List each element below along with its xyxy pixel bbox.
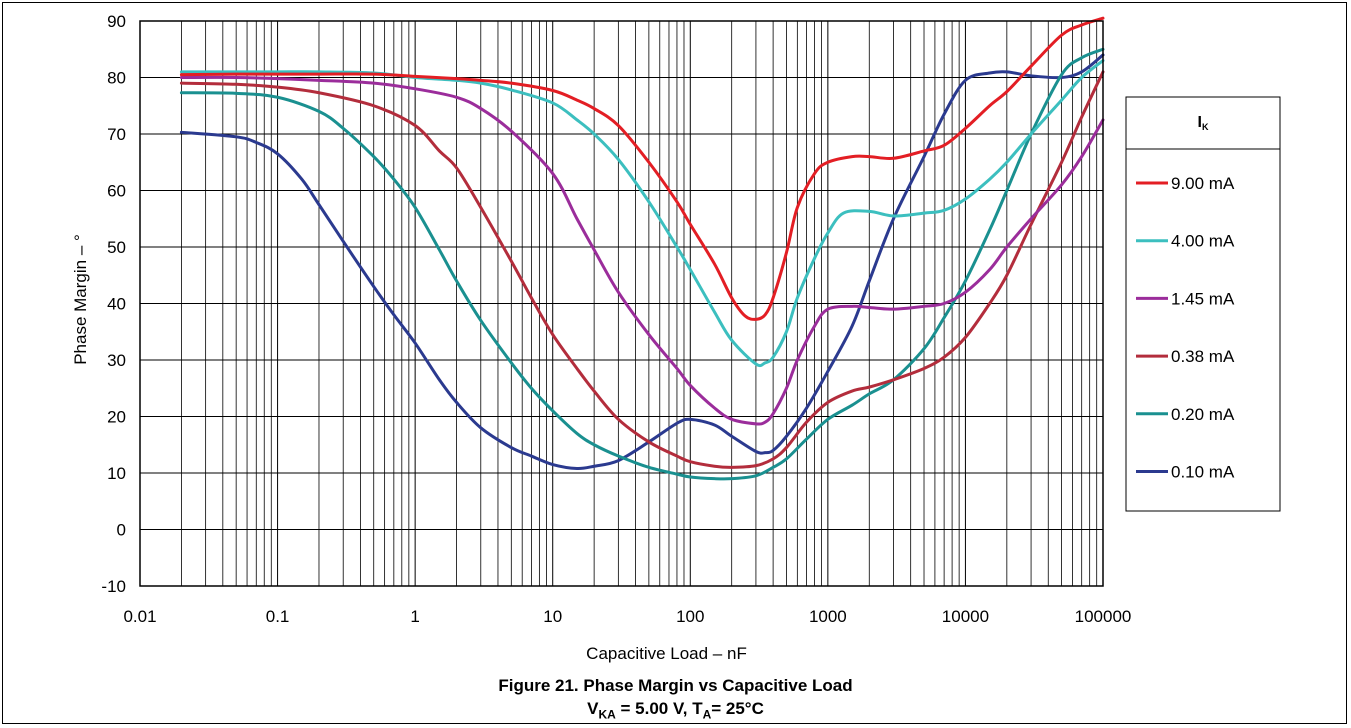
series-line-0-10-ma [179,53,1105,471]
series-line-9-00-ma [179,16,1105,321]
y-tick-label: 80 [107,69,126,88]
y-tick-label: -10 [101,577,126,596]
axis-ticks: -10 0 10 20 30 40 50 60 70 80 90 0.01 0.1 1 10 100 1000 1… [101,12,1131,626]
y-tick-label: 20 [107,408,126,427]
x-tick-label: 0.1 [266,607,290,626]
figure-caption-subtitle: VKA = 5.00 V, TA= 25°C [0,699,1351,721]
subtitle-v-rest: = 5.00 V, T [615,699,703,718]
x-tick-label: 1 [410,607,419,626]
grid [140,20,1103,587]
y-tick-label: 10 [107,464,126,483]
y-tick-label: 50 [107,238,126,257]
legend-box [1125,96,1281,512]
legend: IK 9.00 mA 4.00 mA 1.45 mA 0.38 mA 0.20 mA 0.… [1125,96,1281,512]
figure-caption-title: Figure 21. Phase Margin vs Capacitive Lo… [0,676,1351,696]
y-tick-label: 0 [117,521,126,540]
x-axis-title: Capacitive Load – nF [586,644,747,663]
legend-label: 9.00 mA [1171,174,1235,193]
legend-label: 0.20 mA [1171,405,1235,424]
x-tick-label: 1000 [809,607,847,626]
legend-title: IK [1198,114,1209,132]
series-lines [179,16,1105,481]
series-line-4-00-ma [179,59,1105,368]
y-tick-label: 30 [107,351,126,370]
y-tick-label: 60 [107,182,126,201]
y-tick-label: 90 [107,12,126,31]
legend-label: 4.00 mA [1171,232,1235,251]
subtitle-t-rest: = 25°C [711,699,764,718]
figure-title: Figure 21. Phase Margin vs Capacitive Lo… [498,676,853,695]
phase-margin-chart: -10 0 10 20 30 40 50 60 70 80 90 0.01 0.1 1 10 100 1000 1… [71,12,1281,663]
legend-title-symbol: I [1198,114,1202,131]
legend-title-subscript: K [1202,122,1209,132]
x-tick-label: 10 [543,607,562,626]
x-tick-label: 10000 [942,607,989,626]
plot-area-border [139,20,1104,587]
subtitle-v-symbol: V [587,699,599,718]
y-axis-title: Phase Margin – ° [71,234,90,365]
legend-label: 0.38 mA [1171,347,1235,366]
y-tick-label: 40 [107,295,126,314]
y-tick-label: 70 [107,125,126,144]
x-tick-label: 0.01 [123,607,156,626]
x-tick-label: 100 [676,607,704,626]
legend-label: 1.45 mA [1171,289,1235,308]
series-line-1-45-ma [179,75,1105,426]
x-tick-label: 100000 [1075,607,1132,626]
legend-items: 9.00 mA 4.00 mA 1.45 mA 0.38 mA 0.20 mA 0.10 … [1136,174,1235,482]
subtitle-t-subscript: A [702,707,712,722]
legend-label: 0.10 mA [1171,463,1235,482]
series-line-0-20-ma [179,47,1105,481]
subtitle-v-subscript: KA [598,707,616,722]
series-line-0-38-ma [179,70,1105,469]
